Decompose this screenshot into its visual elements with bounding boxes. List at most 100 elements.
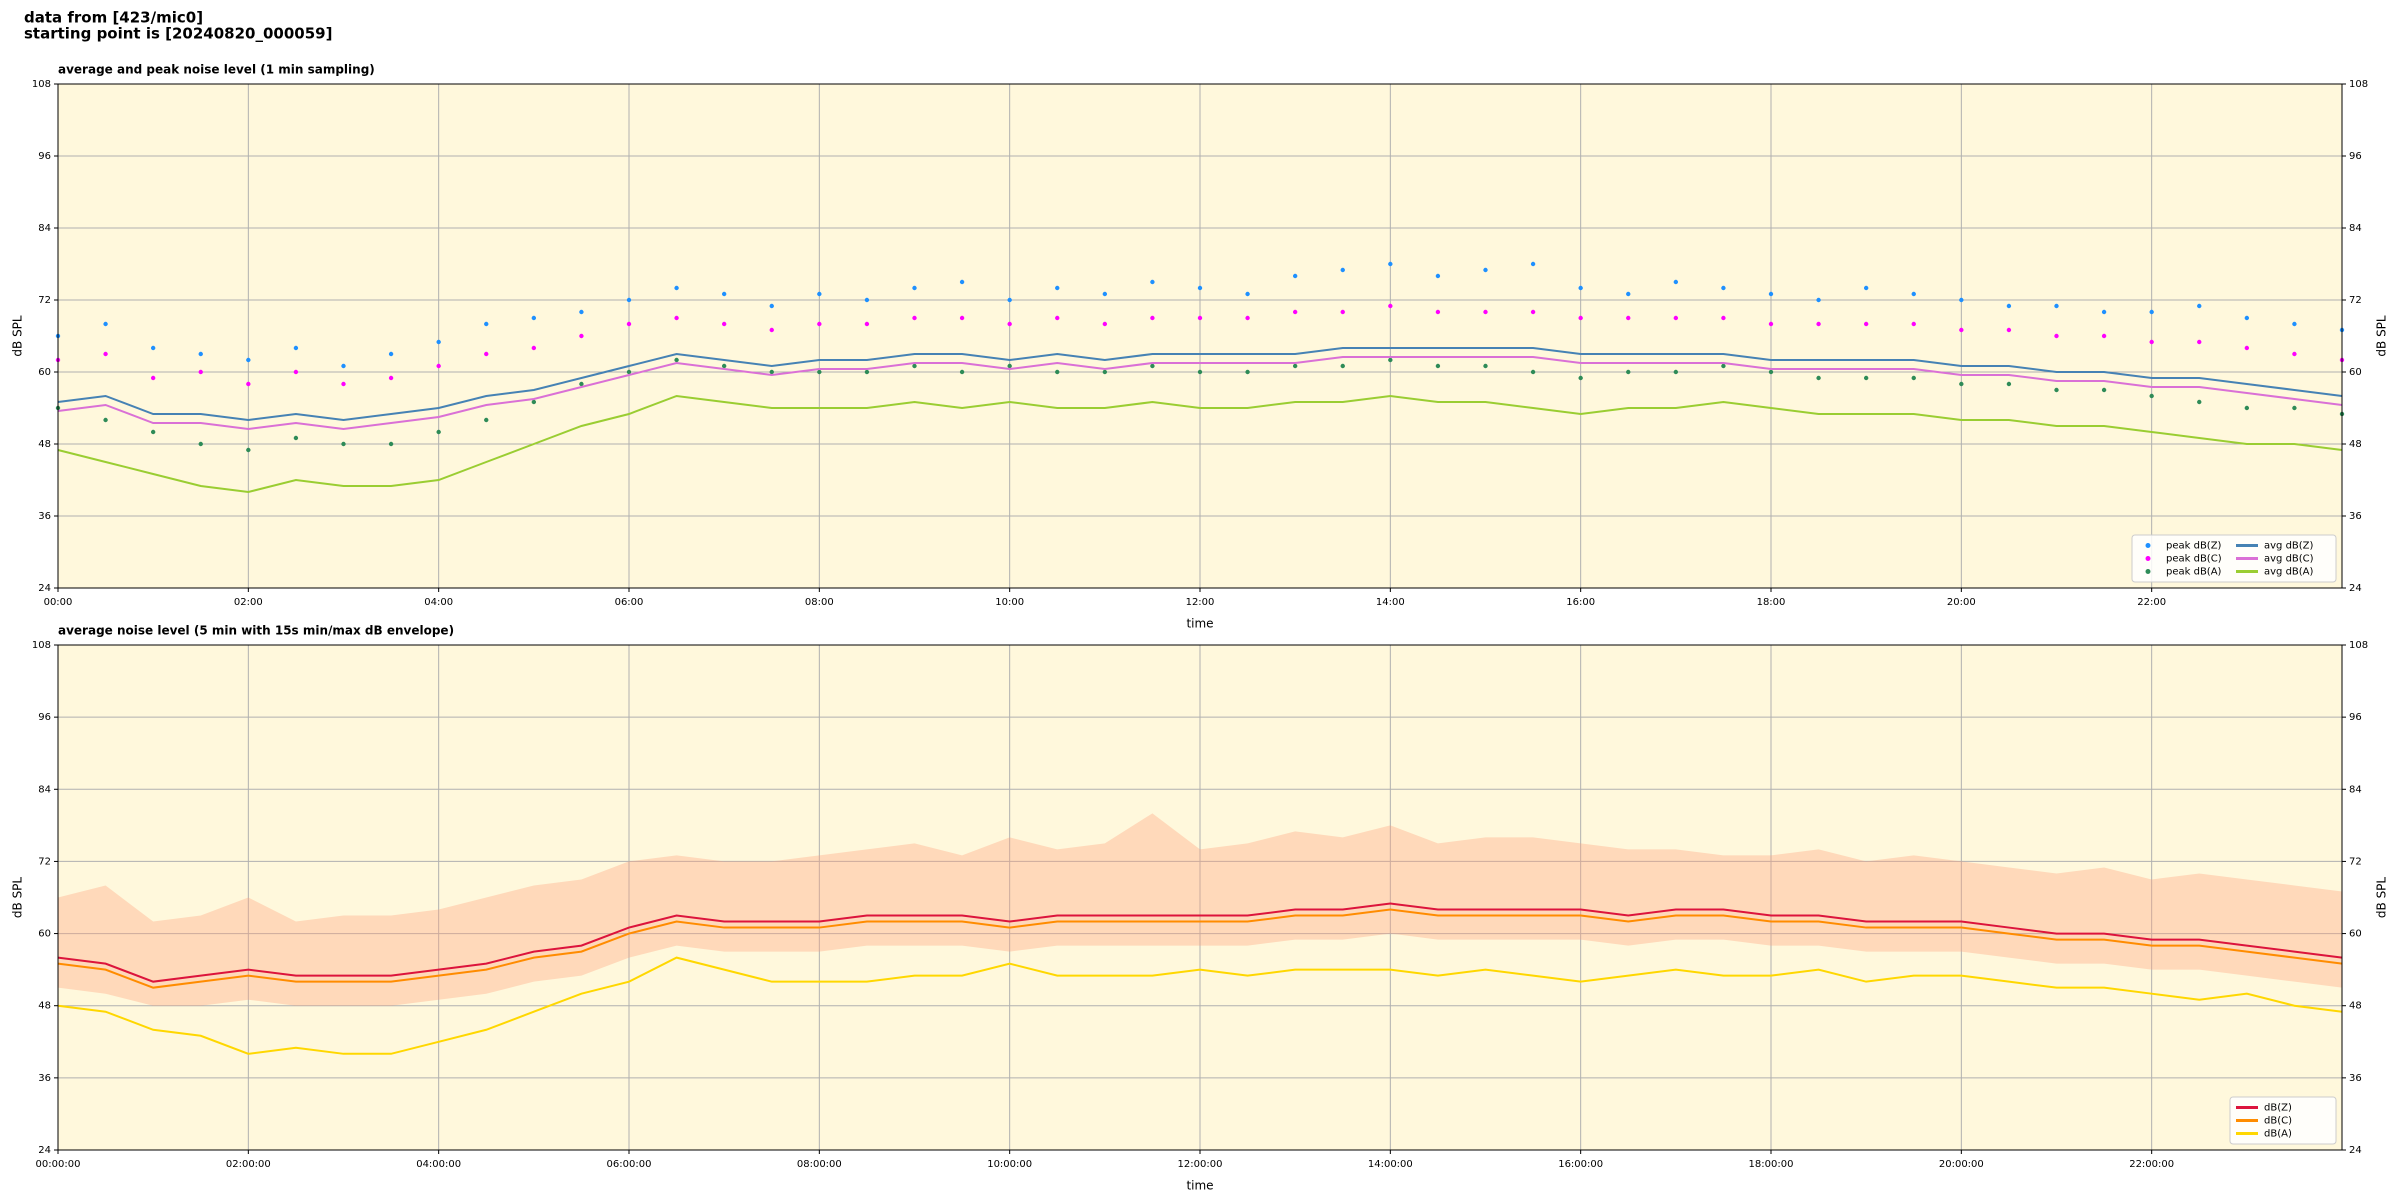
y2-tick-label: 108 [2349, 79, 2368, 90]
x-tick-label: 08:00 [805, 597, 834, 608]
peak-dot [293, 345, 299, 351]
peak-dot [150, 429, 156, 435]
peak-dot [579, 309, 584, 315]
peak-dot [1959, 381, 1964, 387]
peak-dot [1483, 309, 1488, 315]
peak-dot [912, 285, 917, 291]
peak-dot [341, 363, 346, 369]
peak-dot [1340, 267, 1345, 273]
peak-dot [1626, 291, 1631, 297]
peak-dot [1340, 363, 1345, 369]
peak-dot [388, 375, 394, 381]
peak-dot [2197, 399, 2202, 405]
y-tick-label: 72 [38, 295, 51, 306]
peak-dot [1673, 315, 1679, 321]
peak-dot [1816, 321, 1821, 327]
suptitle-line: data from [423/mic0] [24, 9, 203, 27]
series-line [57, 356, 2343, 431]
y2-tick-label: 36 [2349, 1073, 2362, 1084]
peak-dot [198, 369, 203, 375]
peak-dot [1150, 315, 1155, 321]
legend-swatch [2145, 569, 2151, 574]
peak-dot [103, 321, 108, 327]
peak-dot [579, 333, 584, 339]
y-tick-label: 84 [38, 784, 51, 795]
peak-dot [2101, 387, 2107, 393]
peak-dot [341, 441, 346, 447]
peak-dot [1721, 315, 1726, 321]
peak-dot [1673, 279, 1679, 285]
chart-title: average noise level (5 min with 15s min/… [58, 624, 454, 638]
peak-dot [103, 417, 108, 423]
peak-dot [341, 381, 346, 387]
peak-dot [1007, 363, 1012, 369]
peak-dot [1816, 297, 1821, 303]
peak-dot [912, 363, 917, 369]
peak-dot [959, 315, 965, 321]
x-tick-label: 10:00:00 [987, 1159, 1032, 1170]
y-tick-label: 84 [38, 223, 51, 234]
y2-axis-label: dB SPL [2375, 877, 2389, 919]
peak-dot [721, 321, 727, 327]
peak-dot [1102, 291, 1108, 297]
series-line [57, 902, 2343, 983]
series-line [57, 908, 2343, 989]
peak-dot [1863, 375, 1869, 381]
y-tick-label: 24 [38, 1145, 51, 1156]
x-tick-label: 02:00 [234, 597, 263, 608]
peak-dot [198, 441, 203, 447]
peak-dot [1388, 357, 1393, 363]
y2-tick-label: 84 [2349, 223, 2362, 234]
peak-dot [1768, 291, 1774, 297]
peak-dot [1388, 303, 1393, 309]
peak-dot [1578, 315, 1583, 321]
peak-dot [1721, 363, 1726, 369]
y2-tick-label: 48 [2349, 1001, 2362, 1012]
peak-dot [2197, 339, 2202, 345]
peak-dot [1959, 327, 1964, 333]
peak-dot [2197, 303, 2202, 309]
peak-dot [1292, 273, 1298, 279]
series-line [57, 347, 2343, 422]
y-tick-label: 48 [38, 439, 51, 450]
peak-dot [1530, 309, 1536, 315]
peak-dot [2244, 345, 2250, 351]
peak-dot [2006, 381, 2012, 387]
peak-dot [293, 435, 299, 441]
x-tick-label: 10:00 [995, 597, 1024, 608]
series-line [57, 956, 2343, 1055]
legend-label: peak dB(Z) [2166, 541, 2222, 552]
x-tick-label: 20:00:00 [1939, 1159, 1984, 1170]
x-tick-label: 16:00 [1566, 597, 1595, 608]
x-tick-label: 18:00 [1757, 597, 1786, 608]
y2-tick-label: 108 [2349, 640, 2368, 651]
peak-dot [1863, 285, 1869, 291]
peak-dot [2054, 333, 2059, 339]
envelope-band [58, 813, 2342, 1006]
x-tick-label: 12:00:00 [1178, 1159, 1223, 1170]
peak-dot [436, 429, 441, 435]
y-tick-label: 36 [38, 1073, 51, 1084]
x-tick-label: 16:00:00 [1558, 1159, 1603, 1170]
legend-label: avg dB(Z) [2264, 541, 2314, 552]
peak-dot [1911, 375, 1916, 381]
x-tick-label: 22:00 [2137, 597, 2166, 608]
peak-dot [2149, 309, 2154, 315]
peak-dot [2292, 351, 2297, 357]
peak-dot [246, 447, 251, 453]
peak-dot [436, 363, 441, 369]
peak-dot [1959, 297, 1964, 303]
peak-dot [1768, 369, 1774, 375]
x-tick-label: 08:00:00 [797, 1159, 842, 1170]
legend-label: avg dB(C) [2264, 554, 2314, 565]
peak-dot [1530, 369, 1536, 375]
x-tick-label: 22:00:00 [2129, 1159, 2174, 1170]
peak-dot [674, 315, 679, 321]
x-tick-label: 04:00 [424, 597, 453, 608]
suptitle-line: starting point is [20240820_000059] [24, 25, 332, 43]
y-tick-label: 108 [32, 640, 51, 651]
peak-dot [817, 369, 822, 375]
x-tick-label: 00:00 [44, 597, 73, 608]
plot-frame [57, 83, 2343, 589]
peak-dot [293, 369, 299, 375]
